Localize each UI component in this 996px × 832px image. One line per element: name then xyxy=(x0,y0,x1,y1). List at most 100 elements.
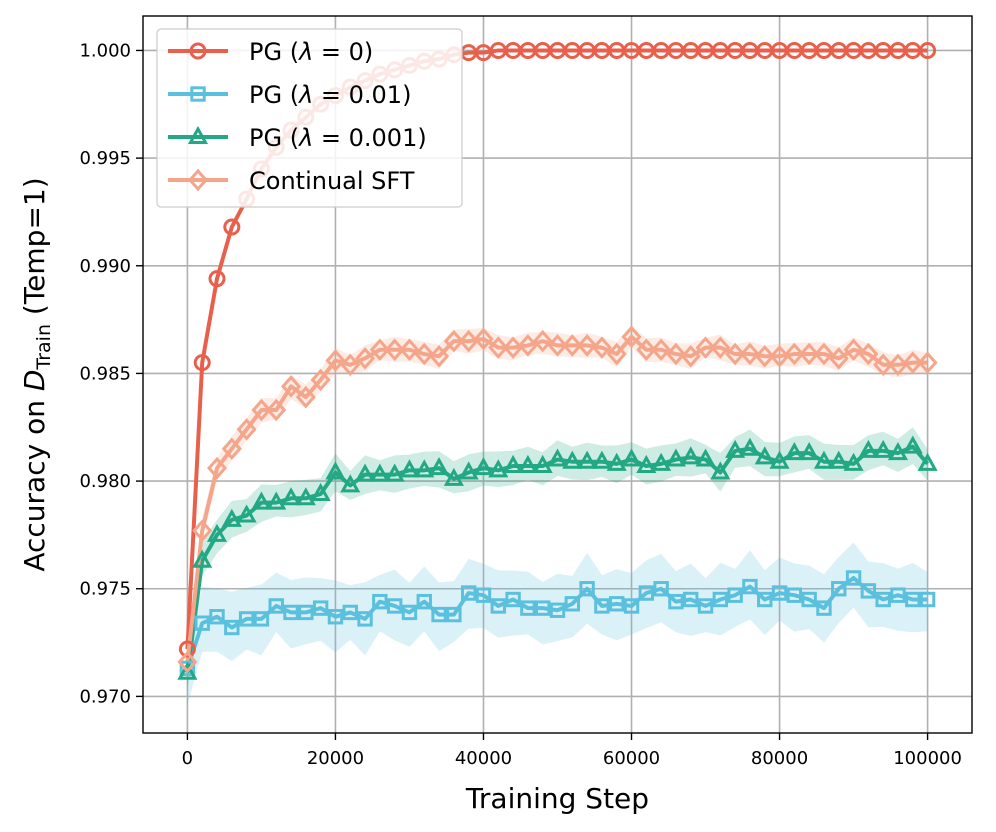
legend-label-main: PG ( xyxy=(249,124,299,152)
series-4-point xyxy=(843,338,864,361)
series-3-point xyxy=(414,459,435,478)
y-axis-title-prefix: Accuracy on xyxy=(18,391,51,572)
series-3-point xyxy=(503,454,524,474)
series-3-point xyxy=(799,442,820,461)
series-3-point xyxy=(236,504,257,523)
series-3-point xyxy=(369,463,390,482)
series-2-point xyxy=(594,598,610,614)
series-3-point xyxy=(651,452,672,471)
y-axis-ticks: 0.970 0.975 0.980 0.985 0.990 0.995 1.000 xyxy=(79,40,143,707)
series-3-point xyxy=(621,448,642,467)
legend-label-value: = 0.01) xyxy=(313,81,411,109)
series-2-point xyxy=(623,598,640,614)
series-4-point xyxy=(532,329,553,353)
series-3-point xyxy=(488,459,509,478)
series-4-point xyxy=(251,398,272,422)
series-2-point xyxy=(372,593,388,610)
series-2-point xyxy=(549,602,566,618)
x-tick-label: 40000 xyxy=(455,748,512,769)
series-2-point xyxy=(905,591,921,608)
series-4-point xyxy=(828,347,849,370)
series-4-point xyxy=(295,385,316,409)
y-tick-label: 0.985 xyxy=(79,363,131,384)
series-2-point xyxy=(238,611,255,627)
series-3-point xyxy=(769,450,790,469)
series-2-point xyxy=(683,591,699,608)
x-axis-ticks: 0 20000 40000 60000 80000 100000 xyxy=(182,733,962,769)
series-3-point xyxy=(443,467,464,486)
series-4-point xyxy=(680,344,701,368)
y-tick-label: 0.980 xyxy=(79,471,131,492)
series-3-point xyxy=(902,435,923,454)
series-3-point xyxy=(295,487,316,506)
series-4-point xyxy=(754,344,775,368)
x-tick-label: 80000 xyxy=(751,748,808,769)
series-2-point xyxy=(845,570,862,586)
series-2-point xyxy=(564,596,581,612)
series-4-point xyxy=(517,334,538,357)
series-2-point xyxy=(386,598,403,614)
series-4-point xyxy=(621,325,642,349)
series-3-point xyxy=(695,448,716,467)
series-4-point xyxy=(488,336,509,359)
series-3-point xyxy=(843,452,864,471)
legend-marker xyxy=(190,86,206,102)
series-1-point xyxy=(193,354,211,372)
series-markers xyxy=(177,41,938,680)
series-4-point xyxy=(784,342,805,366)
series-3-point xyxy=(473,457,494,476)
series-2-point xyxy=(253,611,270,627)
series-4-point xyxy=(414,342,435,366)
series-4-point xyxy=(221,437,242,461)
series-4-point xyxy=(547,334,568,357)
series-2-point xyxy=(283,604,299,621)
series-3-point xyxy=(591,450,612,469)
legend-label-symbol: λ xyxy=(297,81,313,109)
series-4-point xyxy=(310,368,331,392)
series-4-point xyxy=(458,329,479,353)
series-3-point xyxy=(725,439,746,458)
series-3-point xyxy=(458,461,479,480)
series-2-point xyxy=(194,615,210,631)
series-3-point xyxy=(606,452,627,471)
series-3-point xyxy=(266,491,287,510)
legend-label-main: PG ( xyxy=(249,81,299,109)
series-4-point xyxy=(769,344,790,368)
series-3-point xyxy=(429,457,450,476)
series-3-point xyxy=(784,442,805,461)
series-4-point xyxy=(355,347,376,370)
series-4-point xyxy=(858,342,879,366)
series-2-point xyxy=(490,598,506,614)
series-4-point xyxy=(665,342,686,366)
series-3-point xyxy=(355,463,376,482)
series-3-point xyxy=(858,439,879,458)
series-4-point xyxy=(799,342,820,366)
series-2-point xyxy=(534,600,551,616)
series-1-point xyxy=(223,218,241,236)
series-2-point xyxy=(460,585,477,601)
legend-label-value: = 0.001) xyxy=(313,124,426,152)
series-4-point xyxy=(192,519,213,542)
legend-label-value: = 0) xyxy=(313,38,373,66)
y-axis-title: Accuracy on DTrain (Temp=1) xyxy=(18,177,55,571)
series-4-point xyxy=(384,338,405,361)
series-3-point xyxy=(562,450,583,469)
series-4-point xyxy=(591,336,612,359)
series-4-point xyxy=(813,342,834,366)
series-1-point xyxy=(919,41,937,59)
series-3-point xyxy=(547,448,568,467)
series-2-point xyxy=(431,606,447,623)
x-axis-title: Training Step xyxy=(465,782,649,815)
series-3-point xyxy=(280,487,302,506)
y-tick-label: 0.995 xyxy=(79,148,131,169)
series-3-point xyxy=(325,461,346,480)
series-4-point xyxy=(887,353,908,377)
series-3-point xyxy=(221,508,242,527)
series-2-point xyxy=(727,587,743,603)
legend-label: PG (λ = 0.001) xyxy=(249,124,427,152)
series-4-point xyxy=(266,398,287,422)
series-3-point xyxy=(340,474,361,493)
legend-label-main: Continual SFT xyxy=(249,167,415,195)
series-4-point xyxy=(917,351,938,374)
